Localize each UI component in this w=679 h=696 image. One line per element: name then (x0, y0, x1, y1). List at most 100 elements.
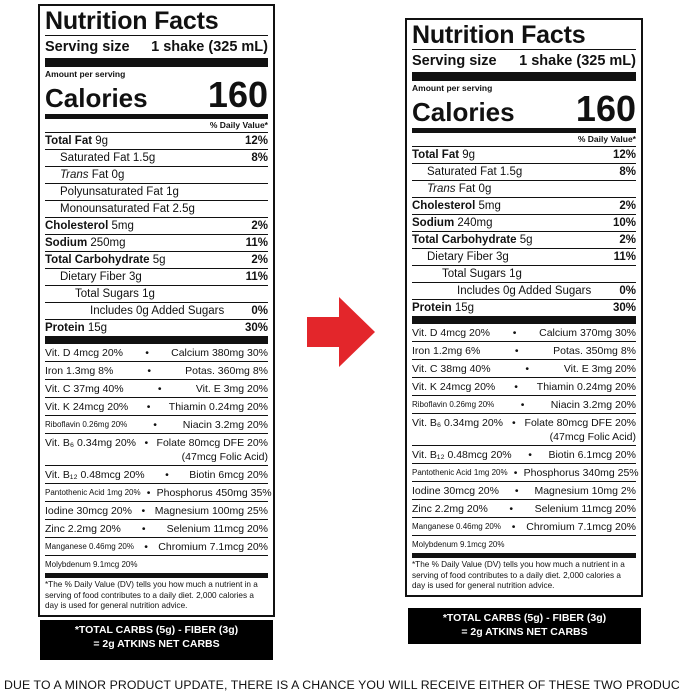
bullet: • (511, 416, 516, 429)
vitamin-row: Vit. K 24mcg 20% • Thiamin 0.24mg 20% (412, 378, 636, 396)
nutrient-row: Saturated Fat 1.5g 8% (412, 164, 636, 181)
nutrient-row: Saturated Fat 1.5g 8% (45, 150, 268, 167)
bullet: • (514, 380, 518, 393)
vitamin-left: Molybdenum 9.1mcg 20% (45, 559, 138, 569)
serving-size-value: 1 shake (325 mL) (519, 53, 636, 69)
nutrient-row: Total Sugars 1g (45, 286, 268, 303)
right-arrow-icon (307, 297, 375, 367)
nutrient-row: Monounsaturated Fat 2.5g (45, 201, 268, 218)
bullet: • (146, 400, 151, 413)
nutrient-name: Trans (427, 183, 456, 195)
serving-size: Serving size 1 shake (325 mL) (45, 35, 268, 56)
nutrient-row: Polyunsaturated Fat 1g (45, 184, 268, 201)
nutrient-row: Cholesterol 5mg 2% (45, 218, 268, 235)
vitamin-right: Phosphorus 340mg 25% (523, 466, 639, 479)
footnote: *The % Daily Value (DV) tells you how mu… (412, 553, 636, 595)
calories-label: Calories (45, 83, 148, 113)
nutrition-label-old: Nutrition Facts Serving size 1 shake (32… (38, 4, 275, 617)
vitamin-row: Iron 1.3mg 8% • Potas. 360mg 8% (45, 362, 268, 380)
bullet: • (511, 520, 516, 533)
amount-per-serving: Amount per serving (45, 69, 126, 79)
calories-row: Calories 160 (412, 88, 636, 129)
vitamin-row: Pantothenic Acid 1mg 20% • Phosphorus 340m… (412, 464, 639, 482)
nutrition-title: Nutrition Facts (45, 7, 219, 35)
nutrient-amount: Fat 0g (458, 183, 492, 195)
nutrient-dv: 12% (244, 135, 268, 147)
net-carbs-line1: *TOTAL CARBS (5g) - FIBER (3g) (74, 624, 239, 636)
bullet: • (141, 522, 146, 535)
nutrient-dv: 8% (619, 166, 636, 178)
bullet: • (509, 502, 514, 515)
bullet: • (141, 504, 146, 517)
vitamin-right: Folate 80mcg DFE 20% (524, 416, 637, 429)
nutrient-dv: 2% (619, 200, 636, 212)
nutrient-row: Trans Fat 0g (45, 167, 268, 184)
vitamin-right: Selenium 11mcg 20% (166, 522, 268, 535)
vitamin-row: Vit. B₆ 0.34mg 20% • Folate 80mcg DFE 20%(… (412, 414, 636, 446)
vitamin-row: Pantothenic Acid 1mg 20% • Phosphorus 450m… (45, 484, 272, 502)
bullet: • (153, 418, 157, 431)
vitamin-left: Manganese 0.46mg 20% (412, 521, 501, 531)
bullet: • (520, 398, 525, 411)
divider-thick (412, 72, 636, 81)
vitamin-left: Vit. D 4mcg 20% (412, 326, 491, 339)
nutrient-name: Protein (45, 322, 85, 334)
vitamin-left: Zinc 2.2mg 20% (45, 522, 121, 535)
nutrient-row: Total Carbohydrate 5g 2% (412, 232, 636, 249)
vitamin-right: Calcium 380mg 30% (171, 346, 268, 359)
vitamin-right: Magnesium 100mg 25% (154, 504, 268, 517)
nutrient-row: Includes 0g Added Sugars 0% (45, 303, 268, 320)
vitamin-left: Iodine 30mcg 20% (45, 504, 132, 517)
nutrient-dv: 11% (613, 251, 636, 263)
divider-thick (45, 58, 268, 67)
nutrient-row: Cholesterol 5mg 2% (412, 198, 636, 215)
bullet: • (146, 486, 151, 499)
nutrient-dv: 30% (612, 302, 636, 314)
nutrient-amount: 2.5g (172, 203, 195, 215)
vitamin-left: Vit. D 4mcg 20% (45, 346, 124, 359)
bullet: • (525, 362, 530, 375)
nutrient-dv: 2% (251, 220, 268, 232)
nutrient-amount: 5g (152, 254, 166, 266)
vitamin-right: Biotin 6.1mcg 20% (548, 448, 636, 461)
net-carbs-line1: *TOTAL CARBS (5g) - FIBER (3g) (442, 612, 607, 624)
nutrient-row: Total Carbohydrate 5g 2% (45, 252, 268, 269)
vitamin-row: Vit. K 24mcg 20% • Thiamin 0.24mg 20% (45, 398, 268, 416)
vitamin-row: Manganese 0.46mg 20% • Chromium 7.1mcg 20% (412, 518, 636, 536)
footnote: *The % Daily Value (DV) tells you how mu… (45, 573, 268, 615)
serving-size-label: Serving size (412, 53, 497, 69)
nutrient-row: Total Sugars 1g (412, 266, 636, 283)
net-carbs-line2: = 2g ATKINS NET CARBS (461, 626, 588, 638)
nutrient-row: Trans Fat 0g (412, 181, 636, 198)
nutrient-name: Total Carbohydrate (45, 254, 150, 266)
nutrient-name: Includes 0g Added Sugars (457, 285, 592, 297)
nutrient-row: Sodium 240mg 10% (412, 215, 636, 232)
nutrient-amount: 5mg (478, 200, 501, 212)
vitamin-row: Vit. D 4mcg 20% • Calcium 380mg 30% (45, 344, 268, 362)
net-carbs-line2: = 2g ATKINS NET CARBS (93, 638, 220, 650)
nutrient-amount: 1.5g (499, 166, 523, 178)
calories-value: 160 (207, 74, 268, 115)
nutrition-title: Nutrition Facts (412, 21, 586, 49)
nutrient-dv: 0% (619, 285, 636, 297)
product-update-notice: DUE TO A MINOR PRODUCT UPDATE, THERE IS … (4, 678, 679, 692)
nutrient-name: Sodium (45, 237, 88, 249)
nutrient-row: Total Fat 9g 12% (412, 147, 636, 164)
vitamin-right: Niacin 3.2mg 20% (550, 398, 636, 411)
vitamin-right: Chromium 7.1mcg 20% (526, 520, 637, 533)
vitamin-left: Molybdenum 9.1mcg 20% (412, 539, 505, 549)
nutrient-name: Trans (60, 169, 89, 181)
vitamin-right: Potas. 360mg 8% (185, 364, 268, 377)
nutrient-amount: 3g (129, 271, 142, 283)
vitamin-row: Molybdenum 9.1mcg 20% (45, 556, 268, 573)
calories-value: 160 (575, 88, 636, 129)
vitamin-right: Calcium 370mg 30% (539, 326, 636, 339)
nutrient-row: Dietary Fiber 3g 11% (412, 249, 636, 266)
vitamin-row: Riboflavin 0.26mg 20% • Niacin 3.2mg 20% (412, 396, 636, 414)
vitamin-right: Biotin 6mcg 20% (189, 468, 269, 481)
vitamin-left: Vit. C 37mg 40% (45, 382, 124, 395)
serving-size-label: Serving size (45, 39, 130, 55)
vitamin-right: Folate 80mcg DFE 20% (156, 436, 269, 449)
nutrient-amount: 1g (166, 186, 179, 198)
nutrient-amount: 240mg (457, 217, 493, 229)
